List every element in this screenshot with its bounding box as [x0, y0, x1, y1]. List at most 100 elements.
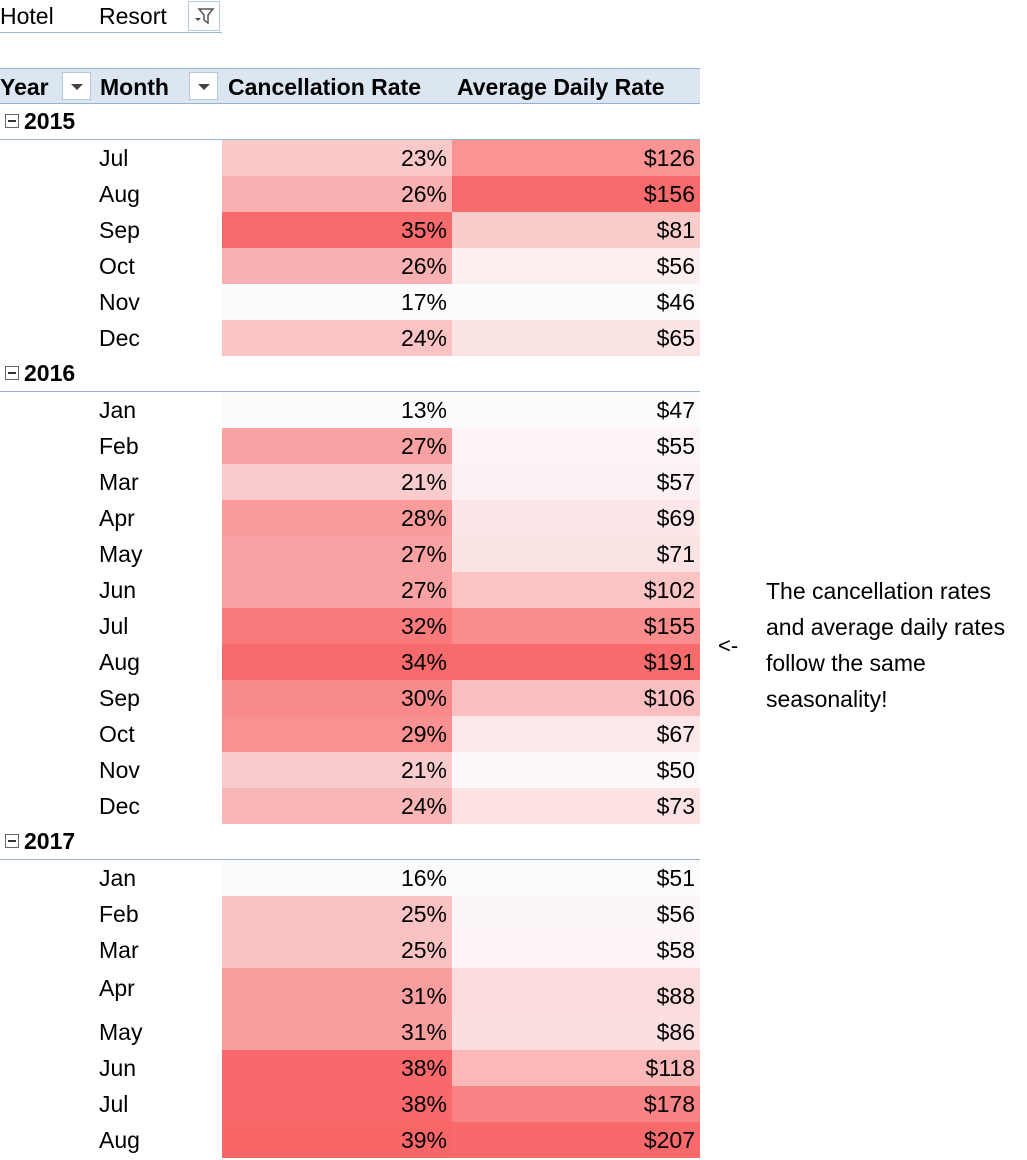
cancellation-rate-cell: 27% — [222, 536, 452, 572]
average-daily-rate-cell: $102 — [452, 572, 700, 608]
average-daily-rate-cell: $106 — [452, 680, 700, 716]
month-row: Oct 26% $56 — [0, 248, 700, 284]
month-label: Aug — [99, 1127, 140, 1153]
year-group-row: 2017 — [0, 824, 700, 860]
month-row: Oct 29% $67 — [0, 716, 700, 752]
average-daily-rate-cell: $67 — [452, 716, 700, 752]
month-label: Sep — [99, 685, 140, 711]
cancellation-rate-cell: 31% — [222, 1014, 452, 1050]
year-label: 2017 — [24, 828, 76, 854]
month-label: Dec — [99, 325, 140, 351]
month-row: Jan 16% $51 — [0, 860, 700, 896]
month-row: Apr 31% $88 — [0, 968, 700, 1014]
year-group-row: 2016 — [0, 356, 700, 392]
header-average-daily-rate: Average Daily Rate — [457, 74, 665, 100]
month-label: Apr — [99, 505, 135, 531]
month-label: May — [99, 541, 143, 567]
cancellation-rate-cell: 26% — [222, 176, 452, 212]
filter-funnel-icon — [195, 8, 215, 25]
month-label: May — [99, 1019, 143, 1045]
year-filter-dropdown[interactable] — [62, 72, 91, 100]
cancellation-rate-cell: 39% — [222, 1122, 452, 1158]
cancellation-rate-cell: 27% — [222, 428, 452, 464]
filter-field-label: Hotel — [0, 3, 54, 29]
header-month: Month — [100, 74, 169, 100]
cancellation-rate-cell: 29% — [222, 716, 452, 752]
cancellation-rate-cell: 34% — [222, 644, 452, 680]
cancellation-rate-cell: 31% — [222, 968, 452, 1014]
month-row: Aug 39% $207 — [0, 1122, 700, 1158]
average-daily-rate-cell: $50 — [452, 752, 700, 788]
average-daily-rate-cell: $155 — [452, 608, 700, 644]
month-label: Dec — [99, 793, 140, 819]
average-daily-rate-cell: $73 — [452, 788, 700, 824]
average-daily-rate-cell: $47 — [452, 392, 700, 428]
cancellation-rate-cell: 38% — [222, 1086, 452, 1122]
annotation-line: follow the same — [766, 650, 926, 676]
average-daily-rate-cell: $65 — [452, 320, 700, 356]
cancellation-rate-cell: 13% — [222, 392, 452, 428]
month-row: Feb 27% $55 — [0, 428, 700, 464]
month-label: Jul — [99, 613, 129, 639]
filter-underline — [0, 32, 222, 33]
average-daily-rate-cell: $51 — [452, 860, 700, 896]
average-daily-rate-cell: $58 — [452, 932, 700, 968]
month-filter-dropdown[interactable] — [189, 72, 218, 100]
month-label: Feb — [99, 901, 139, 927]
month-row: Dec 24% $65 — [0, 320, 700, 356]
average-daily-rate-cell: $46 — [452, 284, 700, 320]
cancellation-rate-cell: 23% — [222, 140, 452, 176]
month-label: Jan — [99, 865, 137, 891]
month-label: Mar — [99, 937, 139, 963]
header-cancellation-rate: Cancellation Rate — [228, 74, 421, 100]
month-label: Jul — [99, 1091, 129, 1117]
month-row: Jul 38% $178 — [0, 1086, 700, 1122]
month-label: Jul — [99, 145, 129, 171]
filter-dropdown-button[interactable] — [188, 1, 220, 31]
month-label: Aug — [99, 181, 140, 207]
month-row: Nov 17% $46 — [0, 284, 700, 320]
cancellation-rate-cell: 17% — [222, 284, 452, 320]
month-row: Jul 23% $126 — [0, 140, 700, 176]
average-daily-rate-cell: $156 — [452, 176, 700, 212]
month-label: Apr — [99, 975, 135, 1001]
month-label: Jun — [99, 1055, 137, 1081]
month-row: Dec 24% $73 — [0, 788, 700, 824]
month-row: May 31% $86 — [0, 1014, 700, 1050]
pivot-table: Year Month Cancellation Rate Average Dai… — [0, 68, 700, 1158]
month-label: Mar — [99, 469, 139, 495]
cancellation-rate-cell: 35% — [222, 212, 452, 248]
month-label: Jun — [99, 577, 137, 603]
month-row: May 27% $71 — [0, 536, 700, 572]
year-group-row: 2015 — [0, 104, 700, 140]
average-daily-rate-cell: $69 — [452, 500, 700, 536]
month-row: Feb 25% $56 — [0, 896, 700, 932]
average-daily-rate-cell: $126 — [452, 140, 700, 176]
month-row: Mar 25% $58 — [0, 932, 700, 968]
cancellation-rate-cell: 24% — [222, 788, 452, 824]
annotation-line: seasonality! — [766, 686, 888, 712]
cancellation-rate-cell: 25% — [222, 896, 452, 932]
annotation-line: The cancellation rates — [766, 578, 992, 604]
month-label: Aug — [99, 649, 140, 675]
month-label: Sep — [99, 217, 140, 243]
cancellation-rate-cell: 16% — [222, 860, 452, 896]
month-label: Feb — [99, 433, 139, 459]
year-label: 2016 — [24, 360, 76, 386]
cancellation-rate-cell: 26% — [222, 248, 452, 284]
collapse-minus-icon[interactable] — [5, 114, 19, 128]
month-row: Jun 38% $118 — [0, 1050, 700, 1086]
month-label: Oct — [99, 253, 135, 279]
cancellation-rate-cell: 38% — [222, 1050, 452, 1086]
month-row: Apr 28% $69 — [0, 500, 700, 536]
average-daily-rate-cell: $81 — [452, 212, 700, 248]
collapse-minus-icon[interactable] — [5, 834, 19, 848]
month-row: Sep 35% $81 — [0, 212, 700, 248]
month-row: Nov 21% $50 — [0, 752, 700, 788]
annotation-line: and average daily rates — [766, 614, 1006, 640]
report-filter: Hotel Resort — [0, 0, 222, 33]
collapse-minus-icon[interactable] — [5, 366, 19, 380]
average-daily-rate-cell: $88 — [452, 968, 700, 1014]
cancellation-rate-cell: 21% — [222, 464, 452, 500]
average-daily-rate-cell: $56 — [452, 248, 700, 284]
